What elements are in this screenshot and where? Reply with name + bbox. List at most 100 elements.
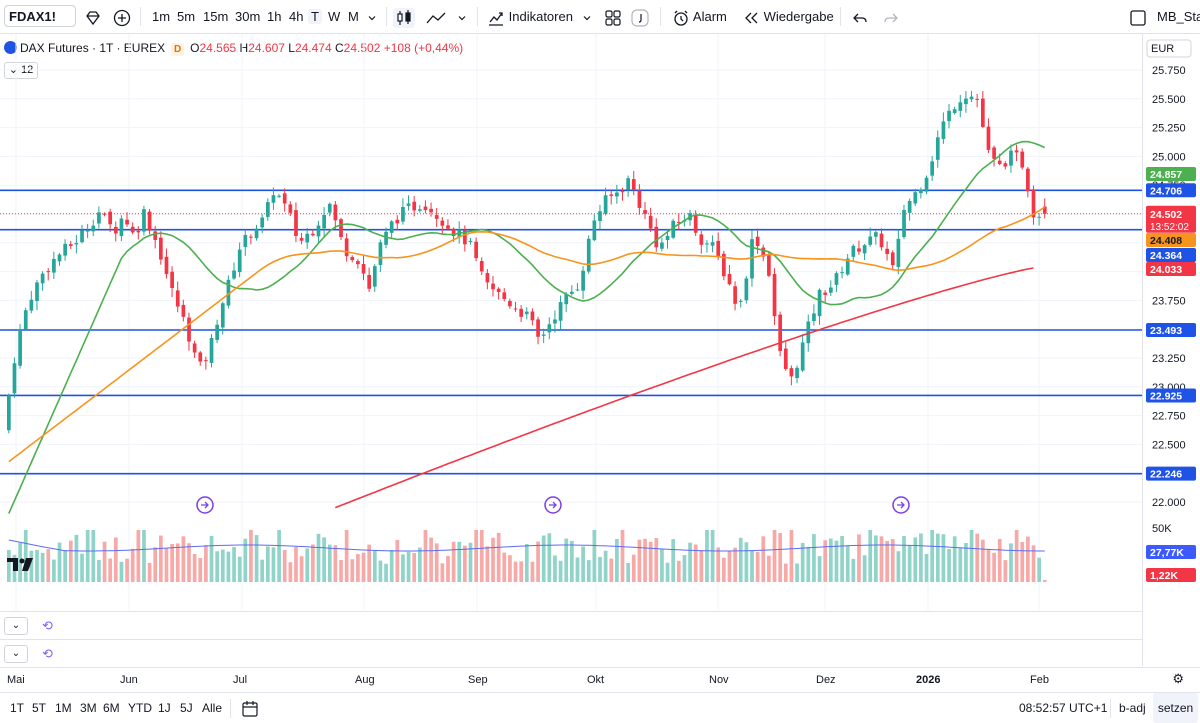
volume-bar xyxy=(716,547,721,582)
volume-bar xyxy=(254,535,259,582)
alarm-button[interactable]: Alarm xyxy=(672,0,727,33)
open-label: O xyxy=(190,41,200,55)
timeframe-month[interactable]: M xyxy=(348,9,359,24)
timeframe-dropdown-icon[interactable] xyxy=(366,0,378,33)
range-ytd[interactable]: YTD xyxy=(128,701,152,715)
volume-bar xyxy=(1003,560,1008,582)
volume-bar xyxy=(778,532,783,582)
timeframe-30m[interactable]: 30m xyxy=(235,9,261,24)
pane-1-collapse-button[interactable]: ⌄ xyxy=(4,617,28,635)
charttype-dropdown-icon[interactable] xyxy=(456,0,468,33)
volume-bar xyxy=(885,541,889,582)
delayed-badge[interactable]: D xyxy=(171,43,185,56)
candle xyxy=(226,275,231,309)
date-range-icon[interactable] xyxy=(241,693,259,723)
range-5d[interactable]: 5T xyxy=(32,701,47,715)
volume-bar xyxy=(80,553,84,582)
volume-bar xyxy=(339,559,343,582)
time-tick: Nov xyxy=(709,674,729,686)
candles-icon[interactable] xyxy=(392,0,416,33)
candle xyxy=(541,328,546,344)
diamond-icon[interactable] xyxy=(84,0,102,33)
pane-2-collapse-button[interactable]: ⌄ xyxy=(4,645,28,663)
volume-bar xyxy=(772,530,777,582)
range-1d[interactable]: 1T xyxy=(10,701,25,715)
candle xyxy=(271,187,276,210)
timeframe-week[interactable]: W xyxy=(328,9,341,24)
volume-bar xyxy=(845,545,850,582)
volume-ma-line xyxy=(8,539,1045,552)
redo-icon[interactable] xyxy=(882,0,900,33)
pane-2-refresh-icon[interactable]: ⟲ xyxy=(42,646,53,661)
chart-canvas[interactable]: EUR25.75025.50025.25025.00024.75024.5002… xyxy=(0,0,1200,666)
undo-icon[interactable] xyxy=(851,0,869,33)
price-axis[interactable]: EUR25.75025.50025.25025.00024.75024.5002… xyxy=(1142,34,1200,666)
candle xyxy=(249,234,253,245)
candle xyxy=(631,171,636,196)
timeframe-day[interactable]: T xyxy=(308,0,322,33)
layout-checkbox-icon[interactable] xyxy=(1129,0,1147,33)
event-markers[interactable] xyxy=(196,496,910,514)
candle xyxy=(879,228,884,251)
range-5y[interactable]: 5J xyxy=(180,701,193,715)
open-value: 24.565 xyxy=(199,41,237,55)
timeframe-4h[interactable]: 4h xyxy=(289,9,304,24)
candle xyxy=(153,225,158,249)
volume-bar xyxy=(648,541,653,582)
layout-name[interactable]: MB_Stan xyxy=(1157,9,1200,24)
range-all[interactable]: Alle xyxy=(202,701,223,715)
adjustment-toggle[interactable]: b-adj xyxy=(1119,701,1146,715)
volume-bar xyxy=(125,558,129,582)
range-3m[interactable]: 3M xyxy=(80,701,97,715)
grid-lines xyxy=(0,34,1142,610)
pane-1-refresh-icon[interactable]: ⟲ xyxy=(42,618,53,633)
moving-averages xyxy=(8,140,1046,514)
candle xyxy=(609,189,614,205)
volume-bar xyxy=(479,530,484,582)
tradingview-logo-icon[interactable] xyxy=(6,556,36,577)
time-axis[interactable]: Mai Jun Jul Aug Sep Okt Nov Dez 2026 Feb xyxy=(0,668,1200,692)
volume-bar xyxy=(282,550,287,582)
indicators-dropdown-icon[interactable] xyxy=(581,0,593,33)
timeframe-1m[interactable]: 1m xyxy=(152,9,171,24)
symbol-search-button[interactable]: FDAX1! xyxy=(4,5,76,27)
range-6m[interactable]: 6M xyxy=(103,701,120,715)
candlesticks[interactable] xyxy=(7,90,1047,434)
script-icon[interactable] xyxy=(630,0,650,33)
price-tick: 25.750 xyxy=(1152,65,1186,77)
add-symbol-icon[interactable] xyxy=(112,0,132,33)
volume-bar xyxy=(288,562,293,582)
indicators-button[interactable]: Indikatoren xyxy=(487,0,573,33)
candle xyxy=(356,259,360,269)
volume-bar xyxy=(930,530,935,582)
volume-bar xyxy=(220,549,225,582)
timeframe-1h[interactable]: 1h xyxy=(267,9,282,24)
timeframe-15m[interactable]: 15m xyxy=(203,9,229,24)
hline-label: 24.364 xyxy=(1150,250,1182,262)
clock-timezone[interactable]: 08:52:57 UTC+1 xyxy=(1019,701,1108,715)
candle xyxy=(727,264,732,286)
line-tool-icon[interactable] xyxy=(425,0,447,33)
volume-bar xyxy=(603,550,608,582)
layouts-icon[interactable] xyxy=(604,0,622,33)
candle xyxy=(496,287,501,300)
range-1m[interactable]: 1M xyxy=(55,701,72,715)
volume-current-label: 1,22K xyxy=(1150,570,1178,582)
horizontal-lines[interactable] xyxy=(0,189,1142,475)
ma-slow-label: 24.033 xyxy=(1150,264,1182,276)
replay-button[interactable]: Wiedergabe xyxy=(742,0,834,33)
volume-bar xyxy=(828,538,833,582)
timeframe-5m[interactable]: 5m xyxy=(177,9,196,24)
candle xyxy=(7,393,11,434)
settings-gear-icon[interactable]: ⚙ xyxy=(1172,671,1184,686)
volume-bar xyxy=(204,545,208,582)
volume-bar xyxy=(890,539,895,582)
time-tick: Dez xyxy=(816,674,836,686)
volume-bar xyxy=(620,530,625,582)
volume-bar xyxy=(457,541,462,582)
candle xyxy=(795,365,799,384)
range-1y[interactable]: 1J xyxy=(158,701,171,715)
settlement-toggle[interactable]: setzen xyxy=(1153,693,1198,723)
volume-bar xyxy=(451,541,456,582)
candle xyxy=(282,188,287,212)
